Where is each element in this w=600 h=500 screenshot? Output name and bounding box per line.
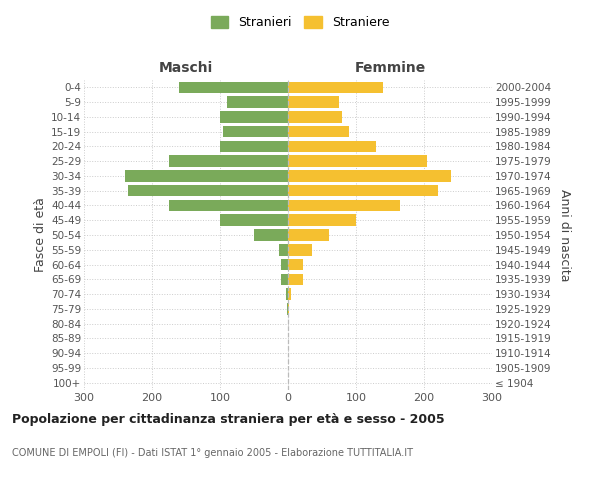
Bar bbox=[169, 200, 288, 211]
Bar bbox=[227, 96, 288, 108]
Bar bbox=[288, 274, 303, 285]
Text: COMUNE DI EMPOLI (FI) - Dati ISTAT 1° gennaio 2005 - Elaborazione TUTTITALIA.IT: COMUNE DI EMPOLI (FI) - Dati ISTAT 1° ge… bbox=[12, 448, 413, 458]
Legend: Stranieri, Straniere: Stranieri, Straniere bbox=[206, 11, 394, 34]
Bar bbox=[288, 214, 356, 226]
Bar bbox=[281, 274, 288, 285]
Y-axis label: Fasce di età: Fasce di età bbox=[34, 198, 47, 272]
Bar bbox=[281, 259, 288, 270]
Bar bbox=[288, 244, 312, 256]
Y-axis label: Anni di nascita: Anni di nascita bbox=[559, 188, 571, 281]
Text: Popolazione per cittadinanza straniera per età e sesso - 2005: Popolazione per cittadinanza straniera p… bbox=[12, 412, 445, 426]
Bar bbox=[279, 244, 288, 256]
Bar bbox=[179, 82, 288, 93]
Bar bbox=[220, 214, 288, 226]
Bar bbox=[286, 288, 288, 300]
Bar bbox=[169, 156, 288, 167]
Bar bbox=[288, 156, 427, 167]
Bar bbox=[288, 288, 291, 300]
Text: Femmine: Femmine bbox=[355, 61, 425, 75]
Bar bbox=[288, 185, 437, 196]
Bar bbox=[288, 200, 400, 211]
Bar bbox=[287, 303, 288, 314]
Bar bbox=[288, 96, 339, 108]
Text: Maschi: Maschi bbox=[159, 61, 213, 75]
Bar bbox=[288, 303, 289, 314]
Bar bbox=[223, 126, 288, 138]
Bar bbox=[288, 170, 451, 181]
Bar bbox=[288, 229, 329, 241]
Bar bbox=[288, 82, 383, 93]
Bar bbox=[254, 229, 288, 241]
Bar bbox=[125, 170, 288, 181]
Bar bbox=[128, 185, 288, 196]
Bar bbox=[288, 140, 376, 152]
Bar bbox=[220, 140, 288, 152]
Bar bbox=[288, 259, 303, 270]
Bar bbox=[220, 111, 288, 122]
Bar bbox=[288, 126, 349, 138]
Bar bbox=[288, 111, 343, 122]
